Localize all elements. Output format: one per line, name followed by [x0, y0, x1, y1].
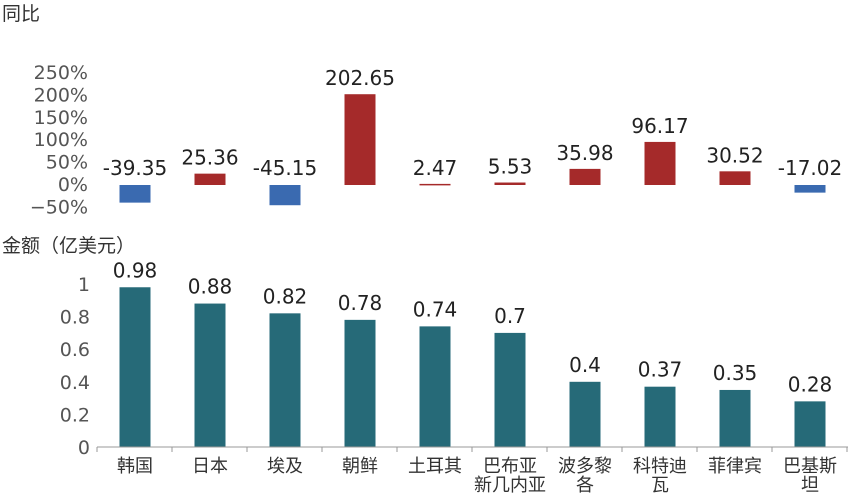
- amount-bar: [644, 386, 676, 447]
- amount-bars: [119, 287, 826, 447]
- category-label: 韩国: [117, 456, 153, 477]
- yoy-data-label: -39.35: [103, 156, 167, 180]
- yoy-y-tick-label: 150%: [34, 107, 88, 129]
- category-label: 新几内亚: [474, 475, 546, 493]
- category-label: 各: [576, 475, 594, 493]
- yoy-data-label: 96.17: [631, 114, 688, 138]
- category-label: 坦: [801, 475, 819, 493]
- amount-y-tick-label: 0.8: [60, 307, 90, 329]
- yoy-data-label: 5.53: [488, 155, 533, 179]
- amount-data-label: 0.78: [338, 291, 383, 315]
- yoy-y-tick-label: 0%: [58, 174, 88, 196]
- yoy-chart: 同比 250%200%150%100%50%0%−50% -39.35 25.36…: [2, 3, 842, 218]
- amount-bar: [194, 303, 226, 447]
- category-label: 波多黎: [558, 456, 612, 477]
- amount-data-label: 0.35: [713, 361, 758, 385]
- amount-data-label: 0.7: [494, 304, 526, 328]
- yoy-data-labels: -39.35 25.36 -45.15 202.65 2.47 5.53 35.98 96.1…: [103, 66, 842, 180]
- yoy-bar: [419, 183, 451, 186]
- category-label: 日本: [192, 456, 228, 477]
- yoy-data-label: 35.98: [556, 141, 613, 165]
- amount-y-tick-label: 0: [78, 437, 90, 459]
- yoy-bar: [344, 94, 376, 185]
- amount-bar: [344, 319, 376, 447]
- amount-y-tick-label: 0.6: [60, 339, 90, 361]
- amount-data-label: 0.4: [569, 353, 601, 377]
- amount-data-label: 0.88: [188, 275, 233, 299]
- amount-data-label: 0.82: [263, 284, 308, 308]
- yoy-bar: [194, 173, 226, 185]
- amount-y-tick-label: 0.2: [60, 404, 90, 426]
- yoy-bar: [719, 171, 751, 185]
- amount-data-label: 0.98: [113, 258, 158, 282]
- amount-y-tick-label: 1: [78, 274, 90, 296]
- amount-y-axis-label: 金额（亿美元）: [2, 235, 135, 257]
- amount-bar: [269, 313, 301, 447]
- amount-data-label: 0.37: [638, 358, 683, 382]
- amount-data-label: 0.28: [788, 372, 833, 396]
- yoy-data-label: 202.65: [325, 66, 395, 90]
- category-label: 巴基斯: [783, 456, 837, 477]
- amount-data-label: 0.74: [413, 297, 458, 321]
- yoy-data-label: -45.15: [253, 156, 317, 180]
- yoy-bar: [119, 185, 151, 203]
- amount-bar: [719, 389, 751, 447]
- category-label: 巴布亚: [483, 456, 537, 477]
- yoy-y-axis-label: 同比: [2, 3, 40, 25]
- category-label: 埃及: [267, 456, 303, 477]
- yoy-bars: [119, 94, 826, 206]
- amount-y-tick-label: 0.4: [60, 372, 90, 394]
- yoy-data-label: 25.36: [181, 146, 238, 170]
- amount-chart: 金额（亿美元） 10.80.60.40.20 0.980.88 0.82 0.78 0…: [2, 235, 848, 496]
- category-label: 菲律宾: [708, 456, 762, 477]
- amount-bar: [419, 326, 451, 447]
- amount-bar: [794, 401, 826, 447]
- yoy-y-ticks: 250%200%150%100%50%0%−50%: [30, 62, 88, 218]
- category-label: 瓦: [651, 475, 669, 493]
- yoy-y-tick-label: 250%: [34, 62, 88, 84]
- yoy-data-label: -17.02: [778, 156, 842, 180]
- yoy-y-tick-label: 100%: [34, 129, 88, 151]
- yoy-bar: [269, 185, 301, 206]
- amount-x-tick-marks: [96, 447, 848, 452]
- yoy-data-label: 30.52: [706, 143, 763, 167]
- yoy-bar: [644, 141, 676, 185]
- amount-bar: [119, 287, 151, 447]
- amount-y-ticks: 1 0.8 0.6 0.4 0.2 0: [60, 274, 90, 459]
- yoy-bar: [494, 182, 526, 185]
- yoy-bar: [794, 185, 826, 193]
- category-label: 朝鲜: [342, 456, 378, 477]
- category-label: 土耳其: [408, 456, 462, 477]
- amount-data-labels: 0.98 0.88 0.82 0.78 0.74 0.7 0.4 0.37 0.35 0.28: [113, 258, 833, 396]
- yoy-bar: [569, 168, 601, 185]
- yoy-data-label: 2.47: [413, 156, 458, 180]
- category-label: 科特迪: [633, 456, 687, 477]
- amount-bar: [494, 332, 526, 447]
- yoy-y-tick-label: 50%: [46, 152, 88, 174]
- amount-bar: [569, 381, 601, 447]
- yoy-y-tick-label: −50%: [30, 196, 88, 218]
- yoy-y-tick-label: 200%: [34, 84, 88, 106]
